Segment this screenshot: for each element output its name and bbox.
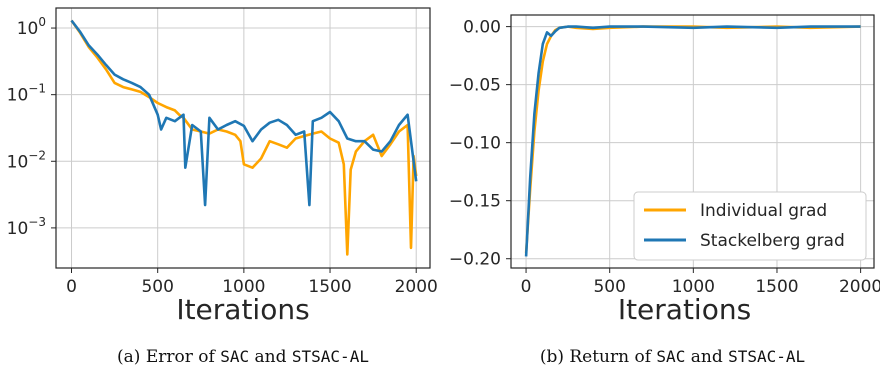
panel-b-y-tick-label: −0.15 bbox=[449, 192, 501, 212]
panel-a-y-tick-base: 10 bbox=[7, 86, 29, 106]
panel-b-ticks: 0 500 1000 1500 2000 0.00 −0.05 −0.10 −0.15 −0.20 bbox=[449, 18, 880, 297]
panel-a-series bbox=[70, 19, 418, 256]
panel-a-x-tick-label: 2000 bbox=[395, 277, 438, 297]
panel-b-x-tick-label: 1000 bbox=[672, 277, 715, 297]
panel-a-y-tick-label: 100 bbox=[17, 15, 46, 39]
panel-a-y-tick-label: 10−1 bbox=[7, 82, 46, 106]
panel-b-x-tick-label: 2000 bbox=[839, 277, 880, 297]
panel-a-y-tick-base: 10 bbox=[7, 219, 29, 239]
panel-a-y-tick-exponent: 0 bbox=[38, 15, 46, 29]
panel-a-series-line-stackelberg bbox=[70, 19, 418, 207]
panel-a-caption-and: and bbox=[255, 347, 287, 367]
panel-b-y-tick-label: −0.10 bbox=[449, 134, 501, 154]
legend-label-individual: Individual grad bbox=[700, 201, 827, 221]
panel-b-x-tick-label: 0 bbox=[521, 277, 532, 297]
panel-a-caption-code-stsac: STSAC-AL bbox=[292, 347, 369, 366]
panel-b-caption-code-sac: SAC bbox=[656, 347, 685, 366]
panel-a-series-line-individual bbox=[70, 19, 418, 256]
panel-b-caption-and: and bbox=[691, 347, 723, 367]
panel-a-caption-prefix: (a) Error of bbox=[117, 347, 216, 367]
panel-b-series-line-stackelberg bbox=[524, 25, 861, 257]
panel-b-x-tick-label: 500 bbox=[593, 277, 625, 297]
legend-label-stackelberg: Stackelberg grad bbox=[700, 231, 845, 251]
panel-b-y-tick-label: −0.20 bbox=[449, 250, 501, 270]
panel-a-y-tick-label: 10−2 bbox=[7, 148, 46, 172]
panel-b-caption-code-stsac: STSAC-AL bbox=[728, 347, 805, 366]
panel-a-y-tick-exponent: −3 bbox=[28, 215, 46, 229]
panel-b-x-axis-label: Iterations bbox=[618, 293, 751, 326]
panel-b-y-tick-label: 0.00 bbox=[463, 18, 501, 38]
panel-a-x-tick-label: 0 bbox=[66, 277, 77, 297]
panel-a-y-tick-exponent: −1 bbox=[28, 82, 46, 96]
panel-b-return-chart: 0 500 1000 1500 2000 0.00 −0.05 −0.10 −0.15 −0.20… bbox=[449, 14, 880, 367]
panel-a-x-axis-label: Iterations bbox=[176, 293, 309, 326]
panel-a-grid bbox=[56, 8, 430, 268]
panel-a-y-tick-label: 10−3 bbox=[7, 215, 46, 239]
panel-a-y-tick-base: 10 bbox=[17, 19, 39, 39]
panel-a-x-tick-label: 1000 bbox=[222, 277, 265, 297]
panel-a-axes-frame bbox=[55, 7, 431, 269]
panel-b-legend: Individual grad Stackelberg grad bbox=[633, 191, 867, 261]
panel-b-caption: (b) Return of SAC and STSAC-AL bbox=[540, 347, 805, 367]
panel-b-y-tick-label: −0.05 bbox=[449, 76, 501, 96]
panel-b-series bbox=[524, 25, 861, 257]
legend-box bbox=[633, 191, 867, 261]
panel-a-caption: (a) Error of SAC and STSAC-AL bbox=[117, 347, 369, 367]
panel-a-y-tick-base: 10 bbox=[7, 152, 29, 172]
panel-b-axes-frame bbox=[510, 14, 875, 269]
panel-b-x-tick-label: 1500 bbox=[755, 277, 798, 297]
panel-a-caption-code-sac: SAC bbox=[220, 347, 249, 366]
panel-a-x-tick-label: 500 bbox=[141, 277, 173, 297]
panel-b-caption-prefix: (b) Return of bbox=[540, 347, 653, 367]
panel-a-x-tick-label: 1500 bbox=[308, 277, 351, 297]
panel-a-y-tick-exponent: −2 bbox=[28, 148, 46, 162]
